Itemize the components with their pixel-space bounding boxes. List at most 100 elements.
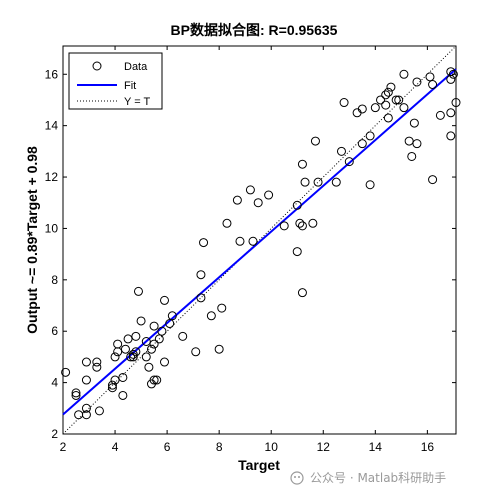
- x-tick-label: 6: [164, 440, 171, 454]
- data-point: [141, 336, 151, 346]
- data-point: [71, 388, 81, 398]
- y-tick-label: 8: [51, 273, 58, 287]
- x-axis-label: Target: [238, 457, 280, 473]
- data-point: [160, 295, 170, 305]
- data-point: [92, 362, 102, 372]
- legend-box: [68, 52, 163, 110]
- data-point: [428, 80, 438, 90]
- fit-line: [62, 68, 457, 416]
- data-point: [295, 218, 305, 228]
- x-tick-label: 16: [421, 440, 435, 454]
- data-point: [146, 344, 156, 354]
- y-tick-label: 16: [45, 67, 59, 81]
- y-tick-label: 4: [51, 376, 58, 390]
- data-point: [245, 185, 255, 195]
- data-point: [435, 110, 445, 120]
- watermark-text: 公众号 · Matlab科研助手: [310, 471, 446, 485]
- data-point: [126, 352, 136, 362]
- watermark: 公众号 · Matlab科研助手: [290, 471, 446, 485]
- data-point: [370, 103, 380, 113]
- data-point: [152, 375, 162, 385]
- data-point: [107, 383, 117, 393]
- data-point: [167, 311, 177, 321]
- x-tick-label: 8: [216, 440, 223, 454]
- data-point: [407, 151, 417, 161]
- data-point: [128, 349, 138, 359]
- data-point: [394, 95, 404, 105]
- legend-data-label: Data: [124, 61, 148, 73]
- data-point: [149, 339, 159, 349]
- data-point: [81, 403, 91, 413]
- data-point: [131, 331, 141, 341]
- data-point: [425, 72, 435, 82]
- y-ticks: 2 4 6 8 10 12 14 16: [45, 67, 456, 441]
- data-point: [331, 177, 341, 187]
- data-point: [412, 139, 422, 149]
- data-points: [61, 67, 461, 420]
- data-point: [110, 352, 120, 362]
- data-point: [357, 139, 367, 149]
- x-tick-label: 10: [265, 440, 279, 454]
- data-point: [446, 131, 456, 141]
- data-point: [336, 146, 346, 156]
- data-point: [365, 180, 375, 190]
- y-tick-label: 10: [45, 221, 59, 235]
- identity-line-layer: [62, 45, 457, 435]
- data-point: [339, 98, 349, 108]
- fit-line-layer: [62, 68, 457, 416]
- x-tick-label: 4: [112, 440, 119, 454]
- data-point: [264, 190, 274, 200]
- data-point: [191, 347, 201, 357]
- data-point: [178, 331, 188, 341]
- y-tick-label: 6: [51, 324, 58, 338]
- data-point: [300, 177, 310, 187]
- data-point: [206, 311, 216, 321]
- data-point: [399, 103, 409, 113]
- data-point: [448, 69, 458, 79]
- data-point: [412, 77, 422, 87]
- data-point: [308, 218, 318, 228]
- data-point: [92, 357, 102, 367]
- data-point: [144, 362, 154, 372]
- data-point: [71, 390, 81, 400]
- data-point: [376, 95, 386, 105]
- data-point: [386, 82, 396, 92]
- data-point: [292, 200, 302, 210]
- data-point: [131, 347, 141, 357]
- data-point: [297, 221, 307, 231]
- y-tick-label: 2: [51, 427, 58, 441]
- data-point: [94, 406, 104, 416]
- data-point: [196, 293, 206, 303]
- data-point: [313, 177, 323, 187]
- data-point: [297, 159, 307, 169]
- data-point: [81, 410, 91, 420]
- legend-identity-label: Y = T: [124, 96, 150, 108]
- data-point: [383, 87, 393, 97]
- x-tick-label: 12: [317, 440, 331, 454]
- y-tick-label: 12: [45, 170, 59, 184]
- data-point: [222, 218, 232, 228]
- data-point: [61, 367, 71, 377]
- legend-data-marker: [92, 61, 102, 71]
- data-point: [292, 247, 302, 257]
- data-point: [120, 344, 130, 354]
- data-point: [310, 136, 320, 146]
- data-point: [160, 357, 170, 367]
- wechat-icon: [290, 471, 304, 485]
- data-point: [199, 238, 209, 248]
- data-point: [149, 375, 159, 385]
- data-point: [232, 195, 242, 205]
- data-point: [157, 326, 167, 336]
- identity-line: [62, 45, 457, 435]
- data-point: [381, 100, 391, 110]
- legend: Data Fit Y = T: [68, 52, 163, 110]
- data-point: [365, 131, 375, 141]
- data-point: [297, 288, 307, 298]
- data-point: [344, 157, 354, 167]
- data-point: [381, 90, 391, 100]
- x-tick-label: 14: [369, 440, 383, 454]
- data-point: [81, 357, 91, 367]
- data-point: [399, 69, 409, 79]
- data-point: [107, 380, 117, 390]
